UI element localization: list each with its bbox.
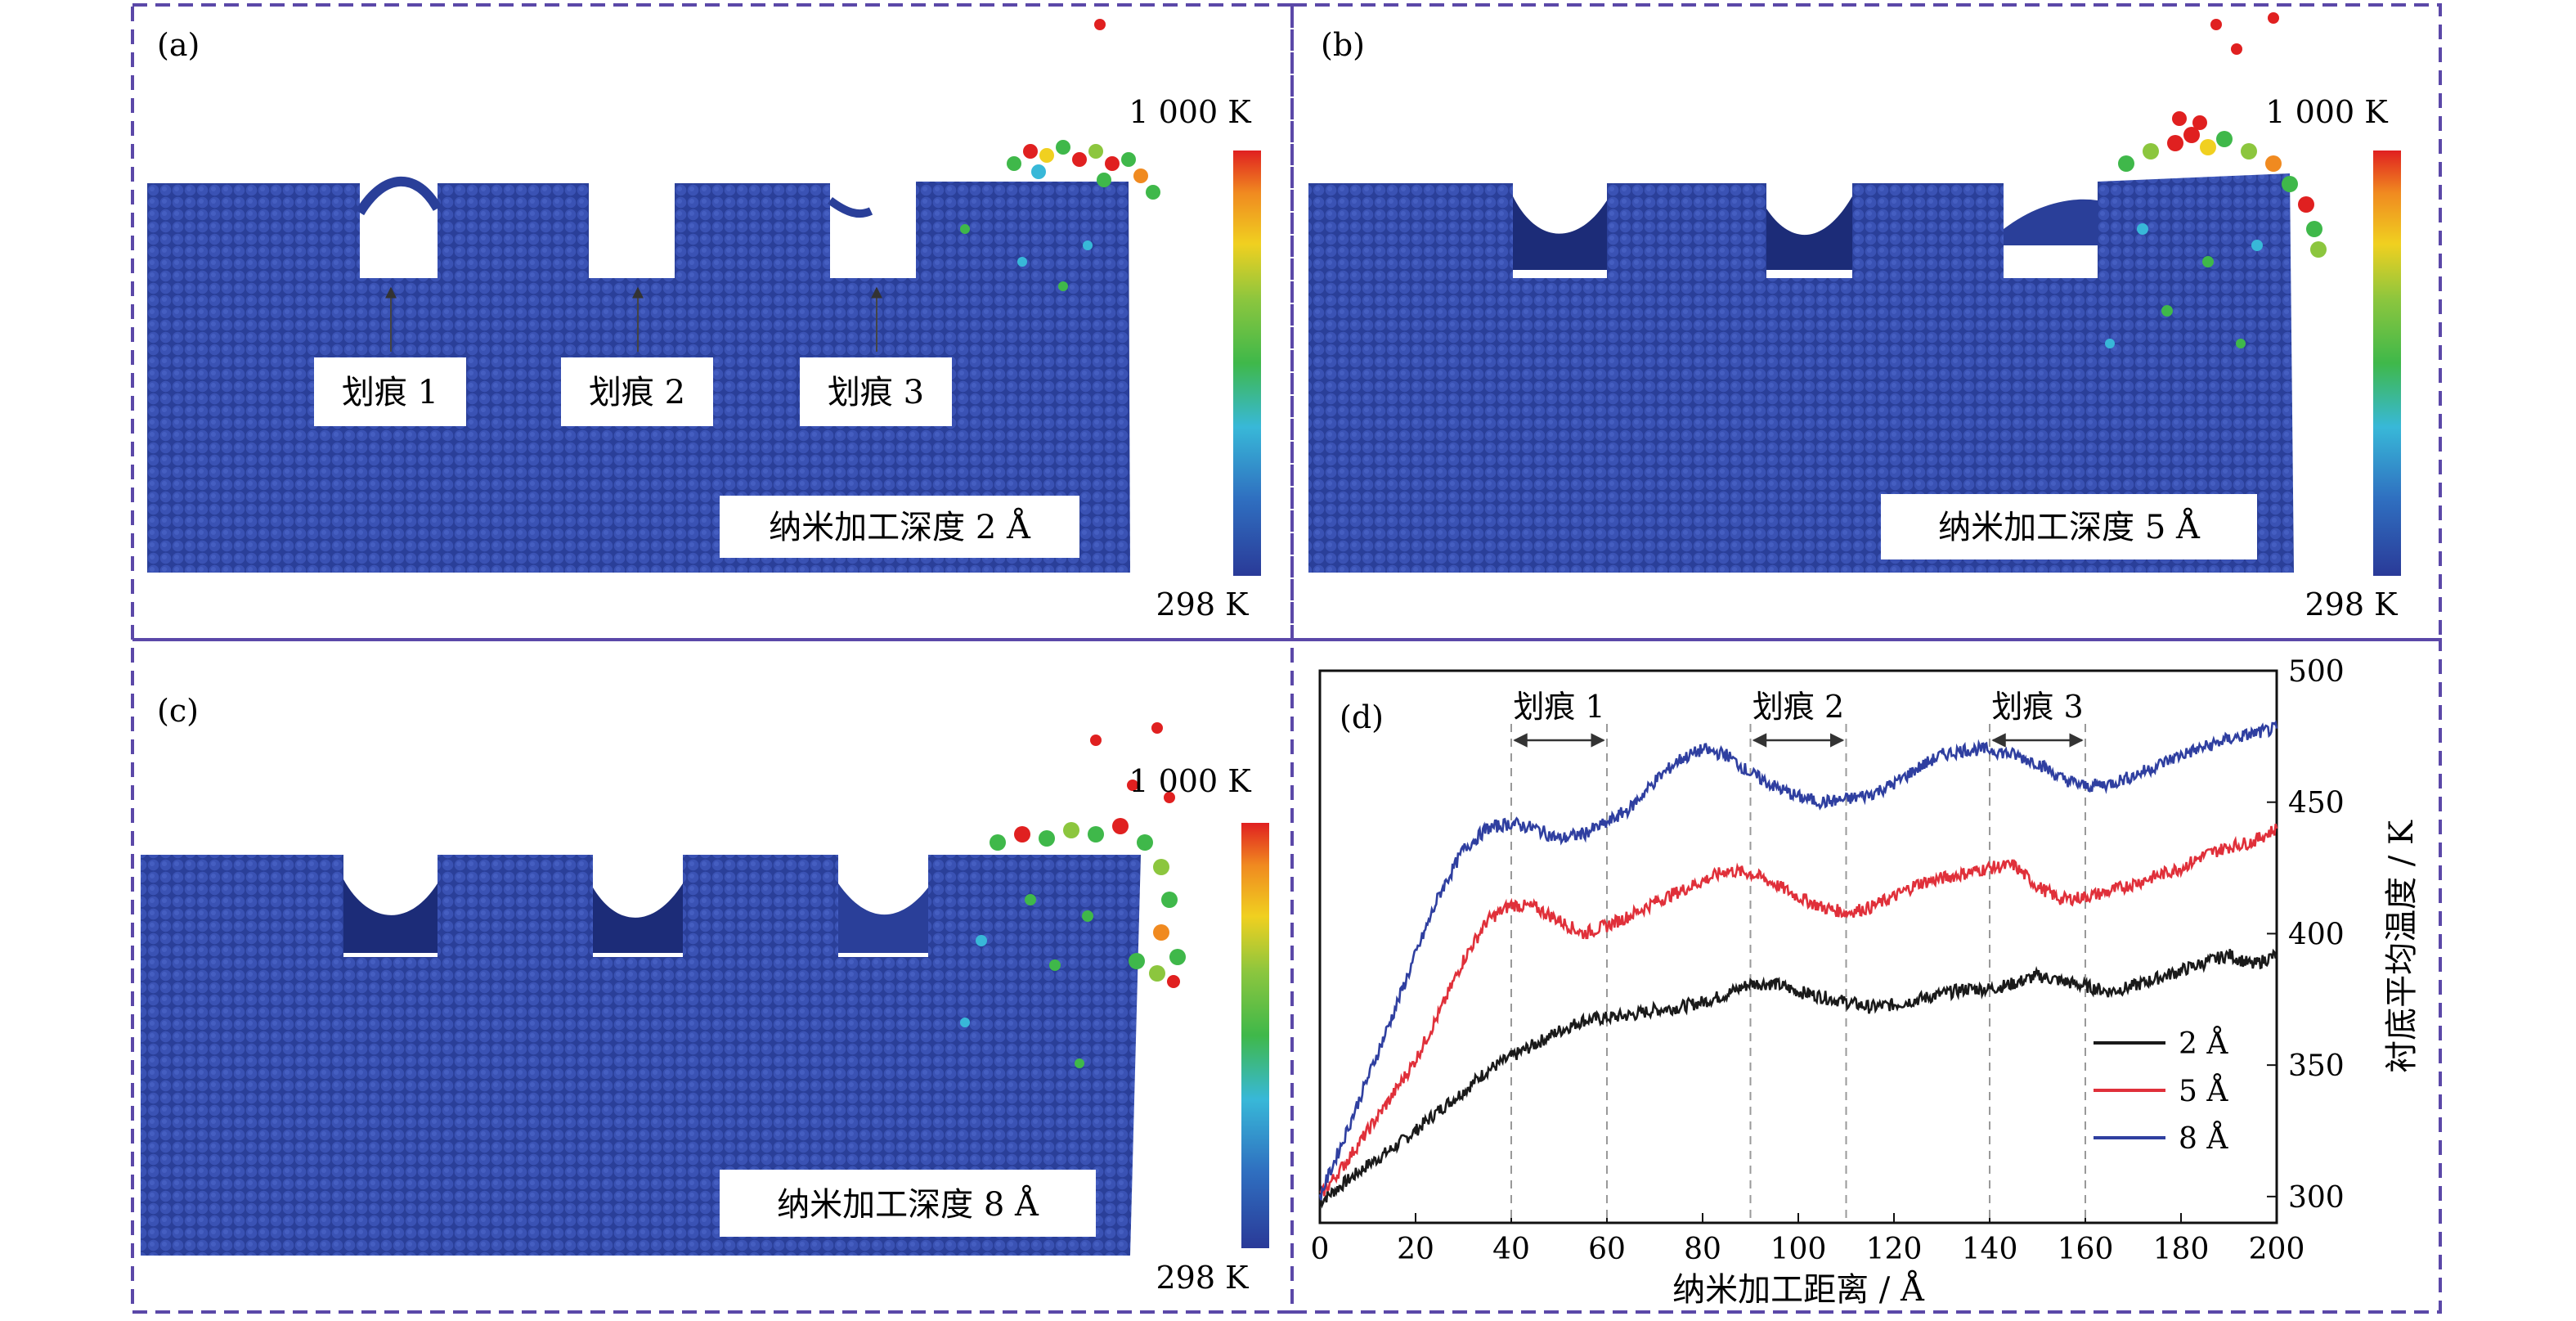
panel-b-scale-min: 298 K <box>2305 586 2399 622</box>
panel-b-chip-pile-1 <box>1513 196 1607 270</box>
y-tick-label: 400 <box>2288 918 2345 951</box>
x-tick-label: 140 <box>1962 1233 2018 1266</box>
panel-a-border <box>131 3 1294 641</box>
legend-label: 5 Å <box>2179 1074 2228 1108</box>
x-tick-label: 160 <box>2058 1233 2114 1266</box>
callout-box-1 <box>314 357 466 426</box>
callout-box-3 <box>800 357 952 426</box>
panel-d-chart: (d) 0 20 40 60 80 100 120 140 160 180 200 300 350 400… <box>1311 655 2421 1309</box>
callout-box-2 <box>561 357 713 426</box>
panel-b-chip-pile-3 <box>2004 199 2098 245</box>
panel-b-border <box>1290 3 2442 641</box>
x-axis-label: 纳米加工距离 / Å <box>1672 1270 1925 1309</box>
panel-c-substrate <box>141 855 1141 1256</box>
panel-c-depth-box <box>720 1170 1096 1237</box>
series-line-5A <box>1319 824 2278 1197</box>
panel-a-chip-curl-3 <box>828 196 873 218</box>
y-axis-label: 衬底平均温度 / K <box>2383 820 2421 1073</box>
panel-a-label: (a) <box>157 27 200 63</box>
panel-borders <box>131 3 2442 1314</box>
legend-label: 8 Å <box>2179 1121 2228 1156</box>
panel-c-colorbar <box>1241 823 1269 1248</box>
panel-c-chip-pile-3 <box>838 883 928 953</box>
panel-b-substrate <box>1308 173 2294 573</box>
panel-a-scale-max: 1 000 K <box>1129 94 1251 130</box>
legend-label: 2 Å <box>2179 1027 2228 1061</box>
panel-a-colorbar <box>1233 151 1261 576</box>
panel-c-scale-max: 1 000 K <box>1129 763 1251 799</box>
y-tick-label: 500 <box>2288 655 2345 689</box>
scratch-annotation-label-1: 划痕 1 <box>1513 689 1604 725</box>
panel-b-label: (b) <box>1321 27 1365 63</box>
panel-a-depth-box <box>720 496 1079 558</box>
scratch-annotation-label-3: 划痕 3 <box>1991 689 2083 725</box>
panel-b: (b) 纳米加工深度 5 Å 1 000 K 298 K <box>1308 12 2401 622</box>
panel-c-scale-min: 298 K <box>1156 1260 1250 1296</box>
series-line-2A <box>1318 948 2278 1209</box>
panel-d-border <box>1290 638 2442 1314</box>
panel-a: (a) 划痕 1 划痕 2 划痕 3 纳米加工深度 2 Å 1 000 K 29… <box>147 19 1261 622</box>
panel-b-chip-pile-2 <box>1766 196 1852 270</box>
panel-a-hot-atoms <box>960 19 1160 291</box>
panel-a-depth-label: 纳米加工深度 2 Å <box>769 508 1031 546</box>
x-tick-label: 0 <box>1311 1233 1330 1266</box>
panel-c-hot-atoms <box>960 722 1186 1068</box>
panel-c-chip-pile-2 <box>593 883 683 953</box>
panel-a-chip-curl-1 <box>355 176 442 216</box>
panel-c: (c) 纳米加工深度 8 Å 1 000 K 298 K <box>141 693 1269 1296</box>
x-tick-label: 180 <box>2153 1233 2210 1266</box>
panel-b-depth-label: 纳米加工深度 5 Å <box>1938 508 2201 546</box>
plot-frame <box>1318 669 2278 1224</box>
callout-label-3: 划痕 3 <box>828 374 924 411</box>
panel-a-scale-min: 298 K <box>1156 586 1250 622</box>
callout-label-1: 划痕 1 <box>342 374 438 411</box>
panel-b-scale-max: 1 000 K <box>2265 94 2388 130</box>
panel-d-label: (d) <box>1340 699 1384 735</box>
x-tick-label: 60 <box>1588 1233 1626 1266</box>
x-tick-label: 100 <box>1770 1233 1827 1266</box>
x-tick-label: 120 <box>1866 1233 1923 1266</box>
callout-label-2: 划痕 2 <box>589 374 685 411</box>
y-tick-label: 300 <box>2288 1181 2345 1215</box>
panel-c-chip-pile-1 <box>343 879 438 953</box>
series-line-8A <box>1318 720 2278 1201</box>
panel-b-depth-box <box>1881 494 2257 559</box>
y-tick-label: 450 <box>2288 787 2345 820</box>
panel-b-hot-atoms <box>2105 12 2327 348</box>
x-tick-label: 200 <box>2249 1233 2305 1266</box>
panel-b-colorbar <box>2373 151 2401 576</box>
x-tick-label: 40 <box>1492 1233 1530 1266</box>
x-tick-label: 80 <box>1684 1233 1721 1266</box>
x-tick-label: 20 <box>1397 1233 1434 1266</box>
panel-c-label: (c) <box>157 693 199 729</box>
y-tick-label: 350 <box>2288 1049 2345 1083</box>
panel-c-depth-label: 纳米加工深度 8 Å <box>777 1185 1039 1224</box>
scratch-annotation-label-2: 划痕 2 <box>1752 689 1844 725</box>
